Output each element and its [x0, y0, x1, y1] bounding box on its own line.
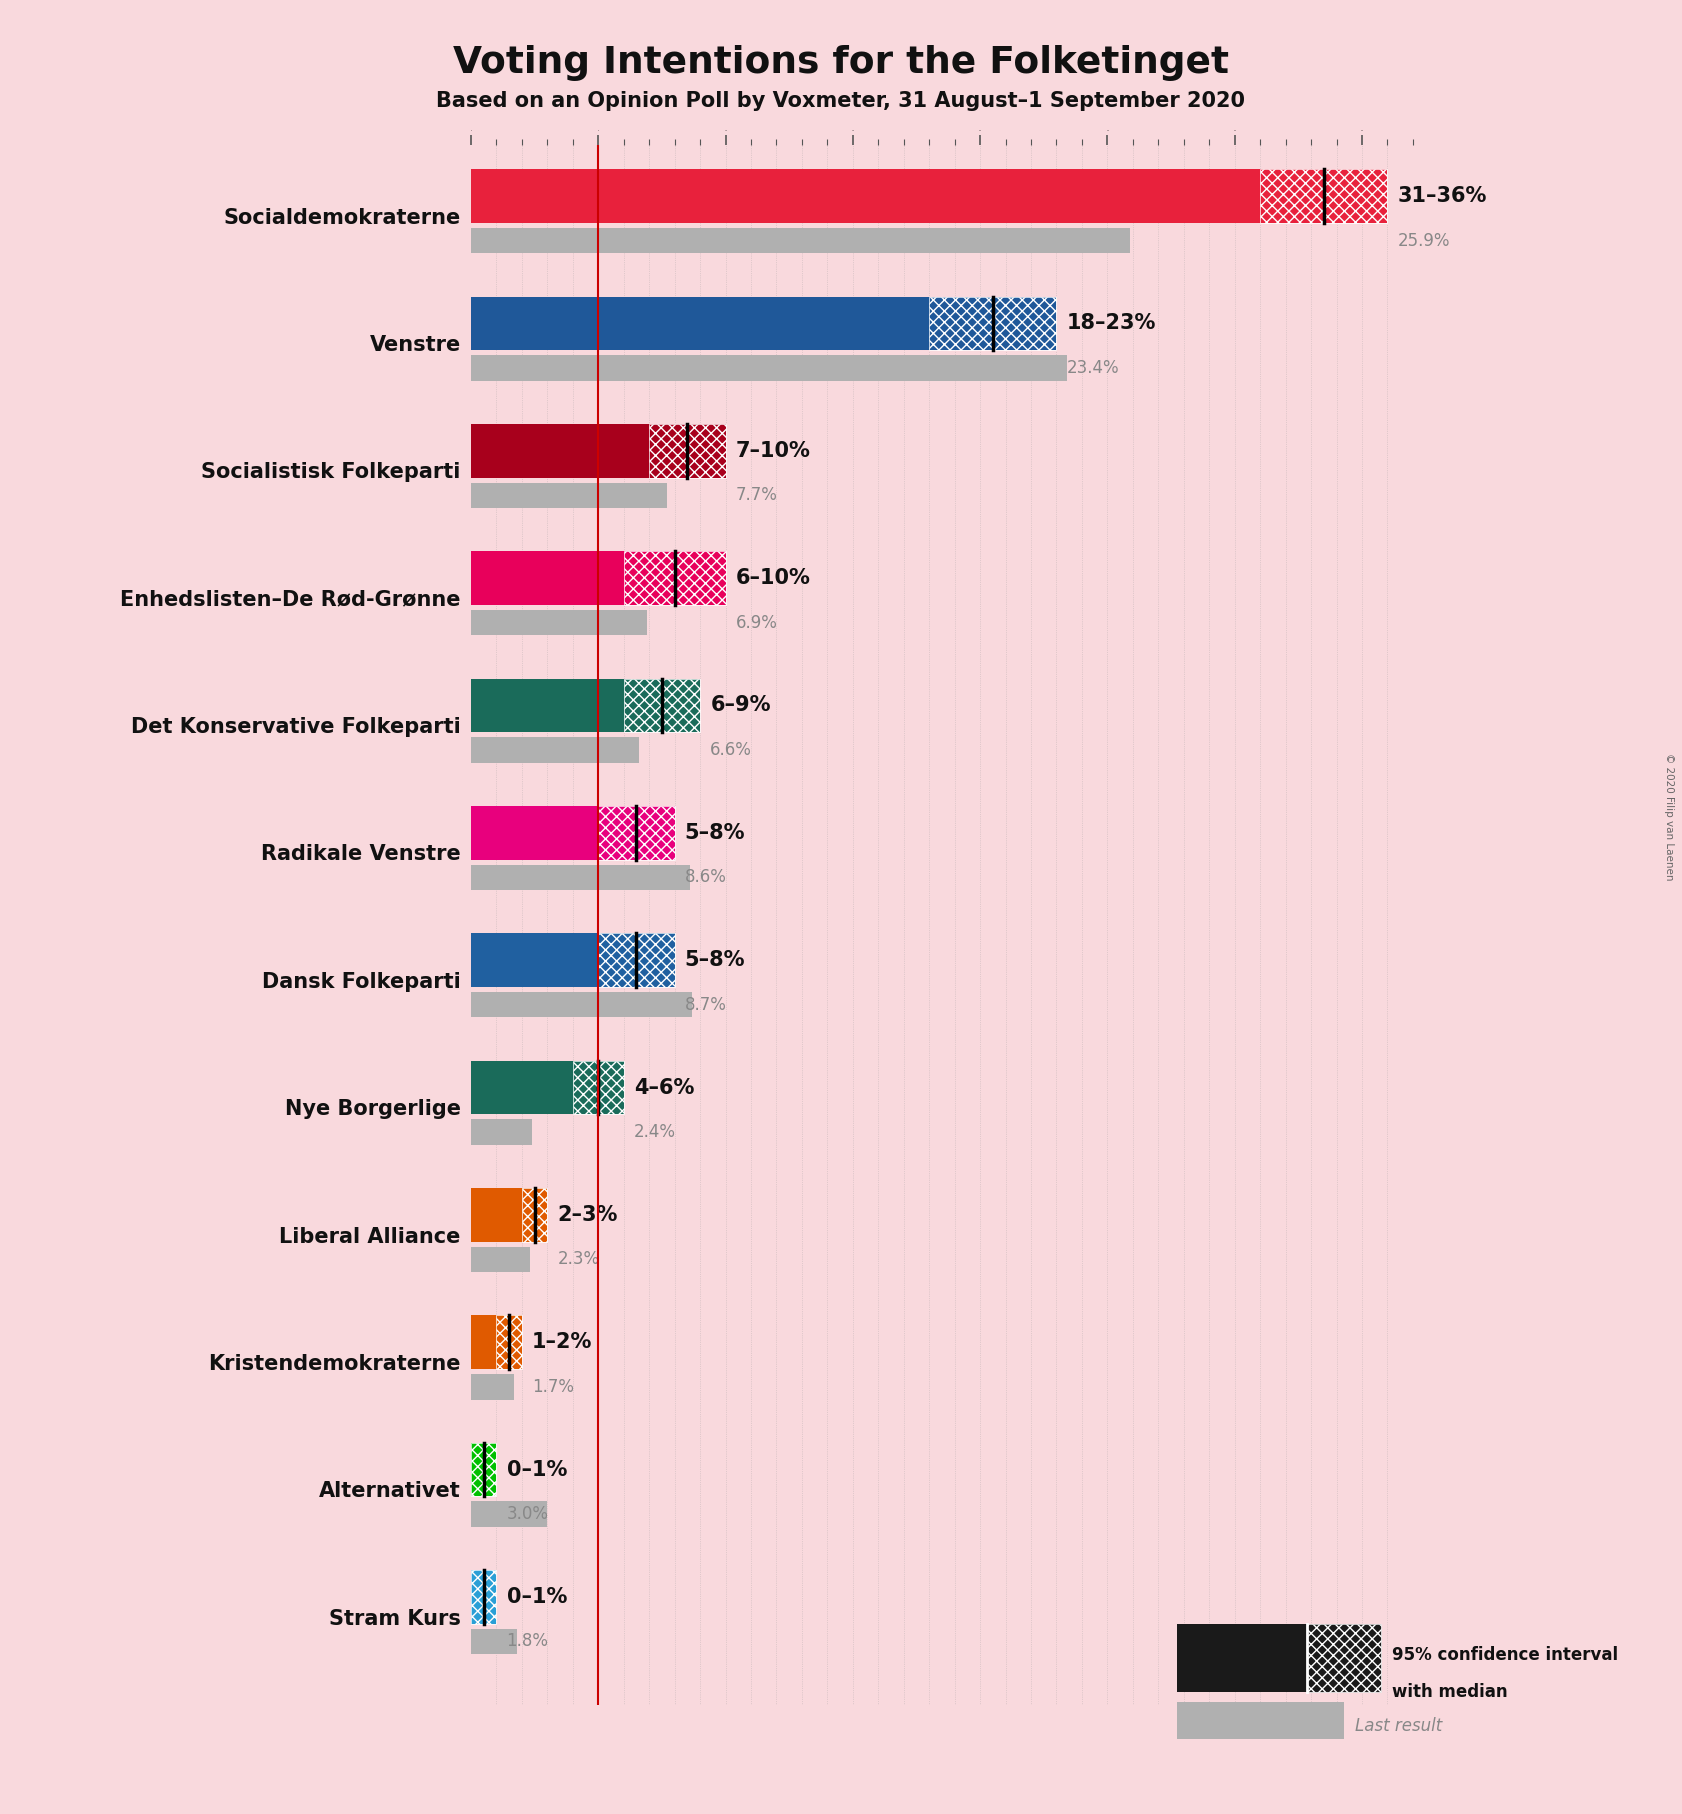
Text: 6.6%: 6.6%: [710, 742, 752, 758]
Bar: [599, 934, 674, 987]
Text: Liberal Alliance: Liberal Alliance: [279, 1226, 461, 1246]
Text: 7–10%: 7–10%: [735, 441, 811, 461]
Text: 6.9%: 6.9%: [735, 613, 777, 631]
Bar: [599, 805, 674, 860]
Text: 23.4%: 23.4%: [1066, 359, 1119, 377]
Bar: [471, 1502, 547, 1527]
Text: Kristendemokraterne: Kristendemokraterne: [209, 1353, 461, 1373]
Text: Stram Kurs: Stram Kurs: [330, 1609, 461, 1629]
Bar: [471, 1442, 496, 1497]
Text: 6–10%: 6–10%: [735, 568, 811, 588]
Text: 5–8%: 5–8%: [685, 951, 745, 970]
Bar: [471, 551, 624, 604]
Text: 8.7%: 8.7%: [685, 996, 727, 1014]
Text: 0–1%: 0–1%: [506, 1460, 567, 1480]
Bar: [928, 297, 1056, 350]
Text: 5–8%: 5–8%: [685, 824, 745, 844]
Bar: [471, 169, 1260, 223]
Bar: [624, 678, 700, 733]
Text: 8.6%: 8.6%: [685, 869, 727, 887]
Text: Det Konservative Folkeparti: Det Konservative Folkeparti: [131, 717, 461, 736]
Bar: [471, 805, 599, 860]
Bar: [1260, 169, 1388, 223]
Text: 2–3%: 2–3%: [557, 1204, 617, 1224]
Text: with median: with median: [1393, 1683, 1507, 1702]
Bar: [521, 1188, 547, 1241]
Bar: [649, 424, 725, 477]
Text: 1.8%: 1.8%: [506, 1633, 548, 1651]
Text: 1.7%: 1.7%: [532, 1379, 574, 1395]
Bar: [471, 678, 624, 733]
Bar: [496, 1315, 521, 1370]
Bar: [471, 1571, 496, 1624]
Bar: [471, 424, 649, 477]
Bar: [471, 483, 668, 508]
Text: Last result: Last result: [1356, 1718, 1441, 1736]
Text: Enhedslisten–De Rød-Grønne: Enhedslisten–De Rød-Grønne: [121, 590, 461, 610]
Text: 1–2%: 1–2%: [532, 1331, 592, 1351]
Text: 4–6%: 4–6%: [634, 1078, 695, 1097]
Bar: [1260, 169, 1388, 223]
Bar: [471, 934, 599, 987]
Text: Venstre: Venstre: [370, 336, 461, 356]
Text: Based on an Opinion Poll by Voxmeter, 31 August–1 September 2020: Based on an Opinion Poll by Voxmeter, 31…: [437, 91, 1245, 111]
Text: 2.3%: 2.3%: [557, 1250, 600, 1268]
Bar: [471, 865, 690, 891]
Text: Nye Borgerlige: Nye Borgerlige: [284, 1099, 461, 1119]
Text: 31–36%: 31–36%: [1398, 187, 1487, 207]
Bar: [574, 1061, 624, 1114]
Text: Socialdemokraterne: Socialdemokraterne: [224, 209, 461, 229]
Bar: [471, 1629, 516, 1654]
Text: 95% confidence interval: 95% confidence interval: [1393, 1647, 1618, 1663]
Text: Dansk Folkeparti: Dansk Folkeparti: [262, 972, 461, 992]
Bar: [649, 424, 725, 477]
Text: 2.4%: 2.4%: [634, 1123, 676, 1141]
Text: Radikale Venstre: Radikale Venstre: [261, 845, 461, 865]
Bar: [471, 1373, 515, 1400]
Text: 0–1%: 0–1%: [506, 1587, 567, 1607]
Bar: [471, 297, 928, 350]
Text: 7.7%: 7.7%: [735, 486, 777, 504]
Bar: [471, 356, 1066, 381]
Bar: [471, 1119, 532, 1145]
Bar: [471, 1246, 530, 1272]
Bar: [471, 1061, 574, 1114]
Bar: [599, 934, 674, 987]
Bar: [1307, 1625, 1381, 1692]
Text: © 2020 Filip van Laenen: © 2020 Filip van Laenen: [1663, 753, 1674, 880]
Bar: [496, 1315, 521, 1370]
Bar: [471, 610, 646, 635]
Text: Alternativet: Alternativet: [320, 1482, 461, 1502]
Bar: [624, 551, 725, 604]
Bar: [471, 229, 1130, 254]
Bar: [624, 551, 725, 604]
Bar: [928, 297, 1056, 350]
Bar: [599, 805, 674, 860]
Bar: [1177, 1625, 1381, 1692]
Text: Voting Intentions for the Folketinget: Voting Intentions for the Folketinget: [452, 45, 1230, 82]
Bar: [624, 678, 700, 733]
Text: 25.9%: 25.9%: [1398, 232, 1450, 250]
Bar: [1177, 1702, 1344, 1738]
Bar: [471, 1571, 496, 1624]
Bar: [471, 736, 639, 762]
Bar: [471, 1315, 496, 1370]
Text: 18–23%: 18–23%: [1066, 314, 1156, 334]
Bar: [471, 1442, 496, 1497]
Text: 6–9%: 6–9%: [710, 695, 770, 715]
Bar: [574, 1061, 624, 1114]
Bar: [471, 992, 693, 1018]
Bar: [471, 1188, 521, 1241]
Bar: [521, 1188, 547, 1241]
Text: 3.0%: 3.0%: [506, 1506, 548, 1524]
Text: Socialistisk Folkeparti: Socialistisk Folkeparti: [202, 463, 461, 483]
